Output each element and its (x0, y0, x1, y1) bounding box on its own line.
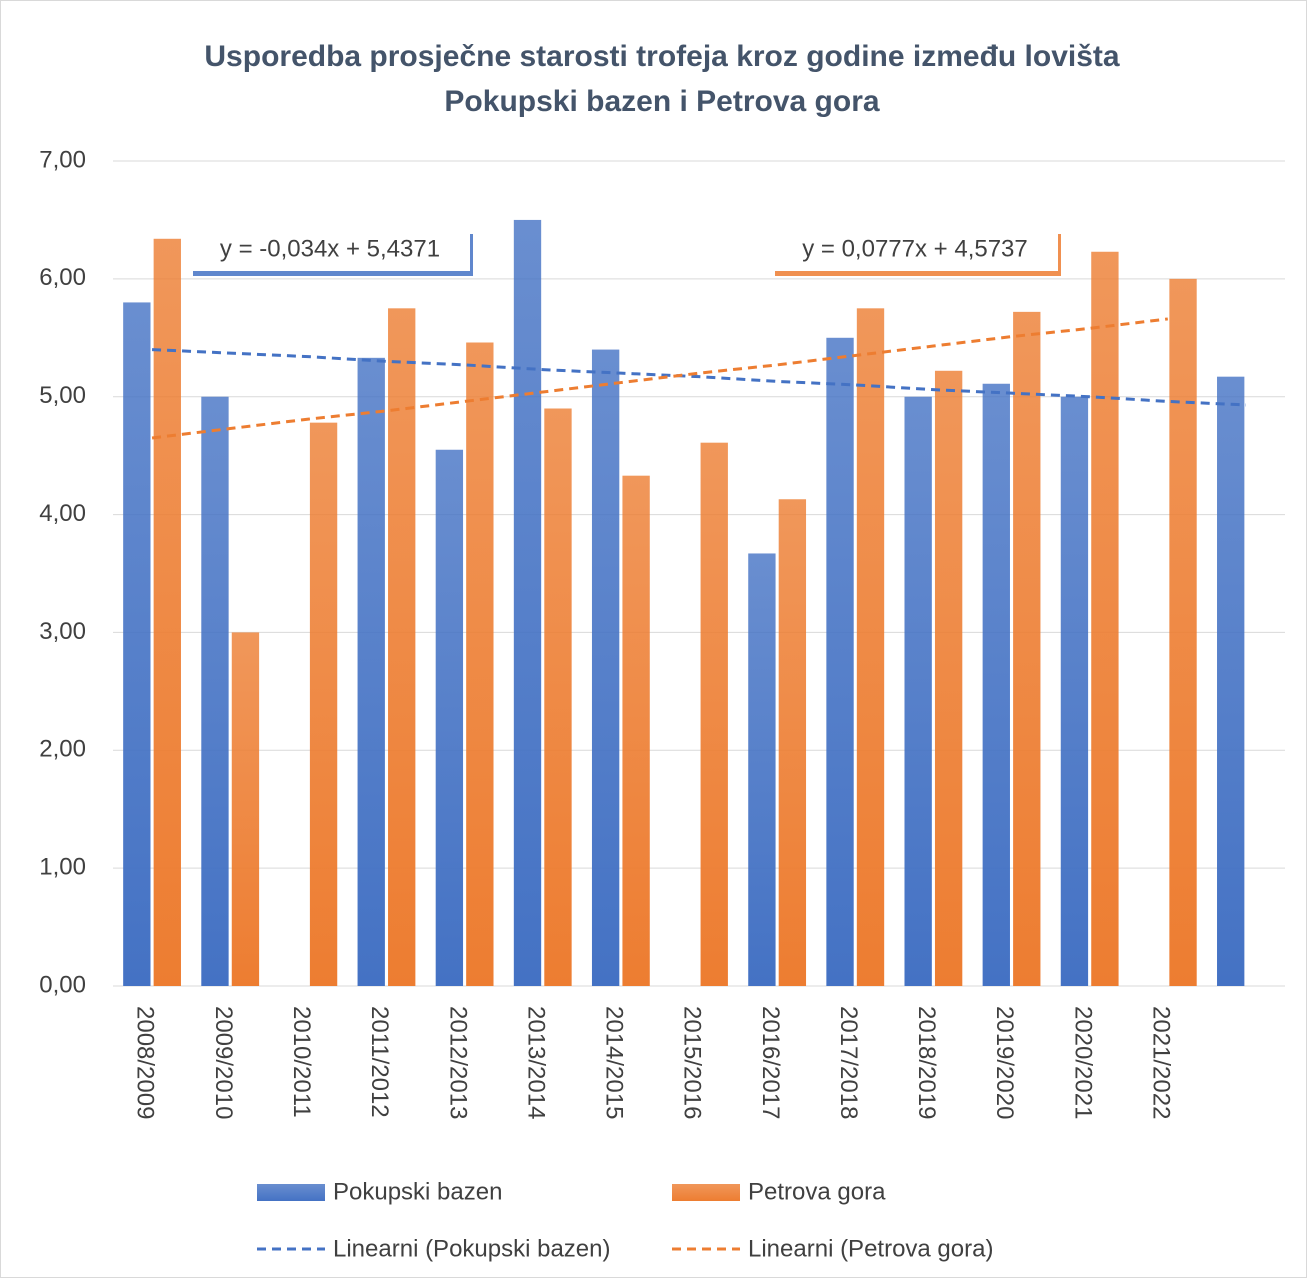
trendline (151, 317, 1168, 440)
bar (904, 396, 932, 986)
bar (123, 302, 151, 986)
bar (201, 396, 229, 986)
bar (826, 337, 854, 986)
bar (622, 475, 650, 986)
y-tick-label: 4,00 (39, 500, 86, 527)
trendline-equation: y = 0,0777x + 4,5737 (802, 235, 1028, 262)
legend-label: Pokupski bazen (333, 1178, 502, 1205)
bar (544, 408, 572, 986)
bar (856, 308, 885, 987)
y-tick-label: 3,00 (39, 618, 86, 645)
bar (357, 357, 385, 987)
bar (1060, 396, 1089, 986)
bar (934, 370, 963, 986)
trendline-equation: y = -0,034x + 5,4371 (220, 235, 440, 262)
chart-title: Usporedba prosječne starosti trofeja kro… (204, 40, 1120, 73)
bar (1013, 311, 1041, 986)
y-tick-label: 5,00 (39, 382, 86, 409)
bar (309, 422, 338, 987)
y-tick-label: 7,00 (39, 146, 86, 173)
x-tick-label: 2019/2020 (991, 1006, 1018, 1119)
x-tick-label: 2015/2016 (679, 1006, 706, 1119)
bar (1091, 251, 1119, 986)
bar (466, 342, 494, 986)
y-tick-label: 6,00 (39, 264, 86, 291)
x-tick-label: 2021/2022 (1147, 1006, 1174, 1119)
x-tick-label: 2016/2017 (757, 1006, 784, 1119)
x-tick-label: 2009/2010 (210, 1006, 237, 1119)
x-tick-label: 2013/2014 (522, 1006, 549, 1119)
x-tick-label: 2010/2011 (288, 1006, 315, 1118)
bar (982, 383, 1010, 986)
bar (1169, 278, 1197, 986)
y-tick-label: 2,00 (39, 736, 86, 763)
legend-label: Linearni (Petrova gora) (748, 1235, 993, 1262)
legend-swatch (257, 1184, 325, 1201)
bar (513, 219, 542, 986)
bar (748, 553, 776, 986)
bar (700, 442, 728, 986)
chart-subtitle: Pokupski bazen i Petrova gora (444, 85, 879, 118)
legend-label: Petrova gora (748, 1178, 886, 1205)
x-tick-label: 2008/2009 (132, 1006, 159, 1119)
bar (388, 308, 416, 987)
x-tick-label: 2020/2021 (1069, 1006, 1096, 1119)
y-tick-label: 0,00 (39, 971, 86, 998)
trendline (151, 348, 1247, 407)
x-tick-label: 2014/2015 (601, 1006, 628, 1119)
legend-swatch (672, 1184, 740, 1201)
bar (153, 238, 181, 987)
y-tick-label: 1,00 (39, 853, 86, 880)
x-tick-label: 2018/2019 (913, 1006, 940, 1119)
x-tick-label: 2017/2018 (835, 1006, 862, 1119)
equation-box (772, 229, 1058, 271)
x-tick-label: 2011/2012 (366, 1006, 393, 1118)
legend-label: Linearni (Pokupski bazen) (333, 1235, 611, 1262)
bar (1217, 376, 1245, 986)
bar (231, 632, 260, 986)
bar (435, 449, 464, 986)
bar (591, 349, 620, 987)
equation-box (190, 229, 470, 271)
bar (778, 499, 807, 986)
x-tick-label: 2012/2013 (444, 1006, 471, 1119)
